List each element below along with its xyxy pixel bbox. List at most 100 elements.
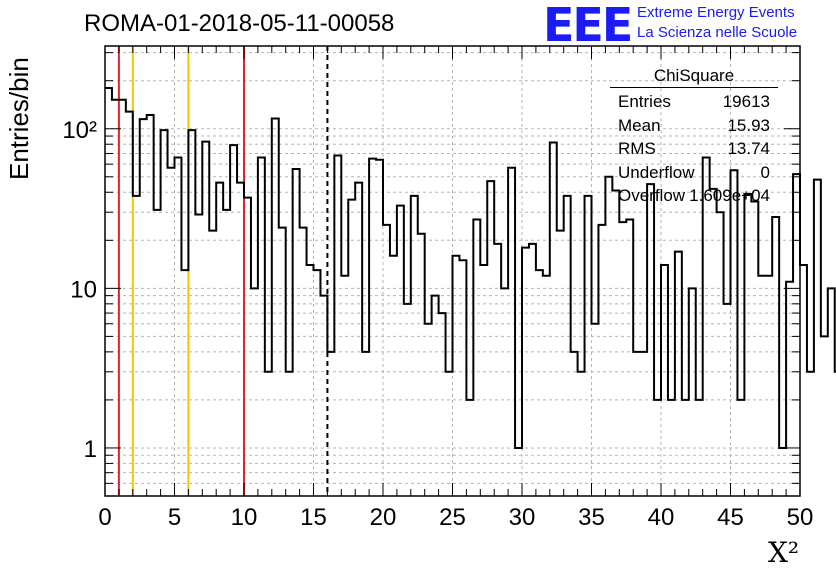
histogram-bin — [258, 158, 265, 496]
histogram-bin — [668, 400, 675, 496]
histogram-bin — [251, 288, 258, 496]
x-tick-label: 50 — [787, 504, 814, 531]
histogram-bin — [578, 372, 585, 496]
histogram-bin — [703, 158, 710, 496]
histogram-bin — [244, 198, 251, 496]
histogram-bin — [828, 288, 835, 496]
histogram-bin — [800, 265, 807, 496]
histogram-bin — [390, 256, 397, 496]
histogram-bin — [272, 118, 279, 496]
histogram-bin — [133, 196, 140, 496]
histogram-bin — [724, 304, 731, 496]
histogram-bin — [314, 270, 321, 496]
histogram-bin — [216, 183, 223, 496]
x-tick-label: 35 — [578, 504, 605, 531]
histogram-bin — [140, 119, 147, 496]
stat-value: 13.74 — [727, 139, 770, 158]
histogram-bin — [522, 248, 529, 496]
x-tick-label: 45 — [717, 504, 744, 531]
stats-title: ChiSquare — [610, 66, 778, 88]
histogram-bin — [376, 160, 383, 496]
histogram-bin — [355, 183, 362, 496]
logo-subtitle-2: La Scienza nelle Scuole — [637, 24, 798, 41]
histogram-bin — [383, 225, 390, 496]
logo-subtitle-1: Extreme Energy Events — [637, 4, 795, 21]
histogram-bin — [307, 265, 314, 496]
histogram-bin — [689, 288, 696, 496]
histogram-bin — [397, 206, 404, 496]
histogram-bin — [279, 228, 286, 496]
histogram-bin — [334, 155, 341, 496]
histogram-bin — [188, 130, 195, 496]
histogram-bin — [293, 169, 300, 496]
histogram-bin — [453, 256, 460, 496]
x-tick-label: 10 — [231, 504, 258, 531]
histogram-bin — [612, 191, 619, 496]
chart-title: ROMA-01-2018-05-11-00058 — [84, 10, 395, 37]
histogram-bin — [126, 112, 133, 496]
histogram-bin — [682, 400, 689, 496]
stat-label: Underflow — [618, 162, 695, 182]
x-tick-label: 20 — [370, 504, 397, 531]
histogram-bin — [543, 276, 550, 496]
x-tick-label: 5 — [168, 504, 181, 531]
histogram-bin — [661, 265, 668, 496]
histogram-bin — [487, 181, 494, 496]
histogram-bin — [459, 260, 466, 496]
histogram-bin — [717, 212, 724, 496]
histogram-bin — [626, 220, 633, 496]
histogram-series — [105, 87, 836, 449]
stat-row-rms: RMS 13.74 — [610, 137, 778, 161]
histogram-bin — [446, 372, 453, 496]
histogram-bin — [466, 400, 473, 496]
histogram-bin — [515, 448, 522, 496]
histogram-bin — [147, 115, 154, 496]
histogram-bin — [161, 130, 168, 496]
histogram-bin — [598, 225, 605, 496]
histogram-bin — [112, 100, 119, 496]
histogram-bin — [605, 177, 612, 496]
histogram-bin — [348, 200, 355, 496]
histogram-bin — [765, 276, 772, 496]
histogram-bin — [557, 231, 564, 496]
histogram-bin — [175, 158, 182, 496]
histogram-bin — [592, 324, 599, 496]
histogram-bin — [105, 88, 112, 496]
eee-logo: EEE — [543, 0, 633, 52]
y-tick-label: 10 — [70, 276, 97, 303]
histogram-bin — [404, 304, 411, 496]
histogram-bin — [737, 400, 744, 496]
stat-value: 1.609e+04 — [689, 186, 770, 205]
y-axis-label: Entries/bin — [4, 57, 34, 180]
stat-row-overflow: Overflow 1.609e+04 — [610, 184, 778, 208]
x-tick-label: 30 — [509, 504, 536, 531]
histogram-bin — [710, 189, 717, 496]
histogram-bin — [119, 100, 126, 496]
stat-row-entries: Entries 19613 — [610, 90, 778, 114]
stat-value: 0 — [760, 162, 770, 182]
stats-box: ChiSquare Entries 19613 Mean 15.93 RMS 1… — [610, 66, 778, 208]
histogram-bin — [286, 372, 293, 496]
histogram-bin — [411, 196, 418, 496]
histogram-bin — [237, 183, 244, 496]
histogram-bin — [320, 296, 327, 496]
histogram-bin — [181, 270, 188, 496]
stat-row-mean: Mean 15.93 — [610, 114, 778, 138]
histogram-bin — [195, 215, 202, 496]
histogram-bin — [654, 400, 661, 496]
histogram-bin — [432, 296, 439, 496]
histogram-bin — [731, 170, 738, 496]
histogram-bin — [300, 228, 307, 496]
histogram-bin — [571, 352, 578, 496]
histogram-bin — [758, 276, 765, 496]
histogram-bin — [619, 222, 626, 496]
histogram-bin — [265, 372, 272, 496]
histogram-bin — [480, 265, 487, 496]
histogram-bin — [779, 448, 786, 496]
histogram-bin — [772, 217, 779, 496]
stat-label: Mean — [618, 115, 661, 135]
histogram-bin — [640, 352, 647, 496]
histogram-bin — [369, 159, 376, 496]
y-tick-label: 10² — [62, 117, 97, 144]
histogram-bin — [814, 180, 821, 496]
